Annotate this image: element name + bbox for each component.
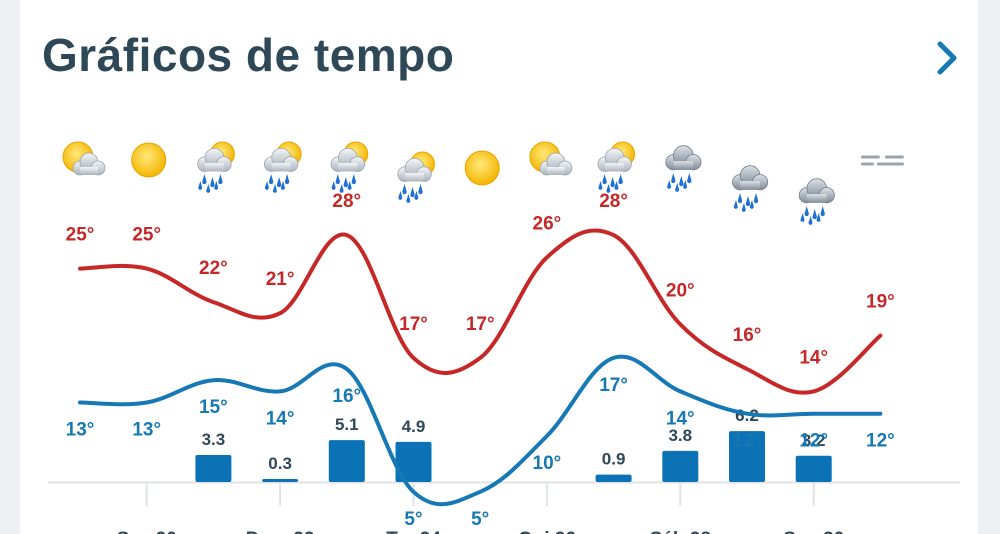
chevron-right-icon	[937, 41, 957, 75]
precipitation-bar	[795, 455, 832, 482]
max-temperature-label: 26°	[533, 213, 562, 234]
min-temperature-label: 12°	[799, 431, 828, 452]
precipitation-bar	[662, 450, 699, 482]
min-temperature-label: 14°	[666, 408, 695, 429]
sun-icon	[131, 142, 167, 178]
max-temperature-label: 14°	[799, 347, 828, 368]
precipitation-bar	[729, 431, 765, 482]
sun-rain-icon	[330, 141, 369, 193]
min-temperature-label: 13°	[132, 420, 161, 441]
weather-icons	[62, 141, 904, 225]
sun-rain-icon	[397, 151, 435, 203]
max-temperature-label: 16°	[733, 325, 762, 346]
sun-icon	[464, 150, 500, 186]
min-temperature-line	[78, 354, 883, 507]
temperature-labels: 25° 25° 22° 21° 28° 17° 17° 26° 28° 20° 16° 14° 19° 1…	[66, 191, 895, 530]
min-temperature-label: 5°	[471, 509, 489, 530]
sun-rain-icon	[263, 141, 302, 193]
precipitation-label: 0.9	[602, 450, 626, 469]
precipitation-label: 0.3	[268, 454, 292, 473]
max-temperature-label: 17°	[399, 314, 428, 335]
min-temperature-label: 12°	[866, 431, 895, 452]
max-temperature-label: 22°	[199, 258, 228, 279]
x-axis-tick-label: Dom 22	[246, 529, 315, 534]
max-temperature-label: 17°	[466, 314, 495, 335]
x-axis-tick-label: Qui 26	[518, 529, 576, 534]
cloud-rain-icon	[665, 145, 702, 192]
precipitation-label: 4.9	[402, 417, 426, 436]
min-temperature-label: 10°	[533, 453, 562, 474]
x-axis-tick-label: Ter 24	[386, 529, 441, 534]
fog-icon	[860, 155, 904, 166]
min-temperature-label: 5°	[404, 509, 422, 530]
max-temperature-label: 25°	[132, 225, 161, 246]
sun-rain-icon	[197, 141, 235, 193]
partly-sunny-icon	[529, 141, 573, 176]
min-temperature-label: 17°	[599, 375, 628, 396]
precipitation-label: 3.3	[202, 430, 226, 449]
max-temperature-label: 28°	[599, 191, 628, 212]
precipitation-label: 3.2	[802, 431, 826, 450]
x-axis-tick-label: Sáb 28	[650, 529, 711, 534]
precipitation-bar	[195, 454, 232, 482]
max-temperature-line	[78, 228, 883, 395]
temperature-lines	[78, 228, 883, 507]
precipitation-bar	[595, 474, 632, 482]
precipitation-bar	[328, 440, 365, 482]
precipitation-bars: 3.30.35.1 4.90.93.86.23.2	[195, 406, 832, 482]
max-temperature-label: 28°	[332, 191, 361, 212]
precipitation-bar	[395, 441, 432, 482]
partly-sunny-icon	[62, 141, 106, 176]
x-axis-tick-label: Sex 20	[117, 529, 177, 534]
min-temperature-label: 16°	[332, 386, 361, 407]
x-axis-tick-label: Seg 30	[783, 529, 844, 534]
min-temperature-label: 12°	[733, 431, 762, 452]
cloud-rain-icon	[732, 165, 769, 212]
min-temperature-label: 13°	[66, 420, 95, 441]
min-temperature-label: 15°	[199, 397, 228, 418]
max-temperature-label: 21°	[266, 269, 295, 290]
weather-card: Gráficos de tempo	[20, 0, 978, 534]
sun-rain-icon	[597, 141, 636, 193]
max-temperature-label: 20°	[666, 280, 695, 301]
max-temperature-label: 19°	[866, 292, 895, 313]
cloud-rain-icon	[798, 178, 835, 225]
max-temperature-label: 25°	[66, 225, 95, 246]
precipitation-label: 5.1	[335, 415, 359, 434]
next-button[interactable]	[928, 38, 968, 78]
precipitation-label: 3.8	[668, 426, 692, 445]
x-axis: Sex 20 Dom 22 Ter 24 Qui 26 Sáb 28 Seg 30	[48, 481, 960, 534]
min-temperature-label: 14°	[266, 408, 295, 429]
precipitation-bar	[262, 479, 299, 482]
page-title: Gráficos de tempo	[42, 29, 455, 81]
